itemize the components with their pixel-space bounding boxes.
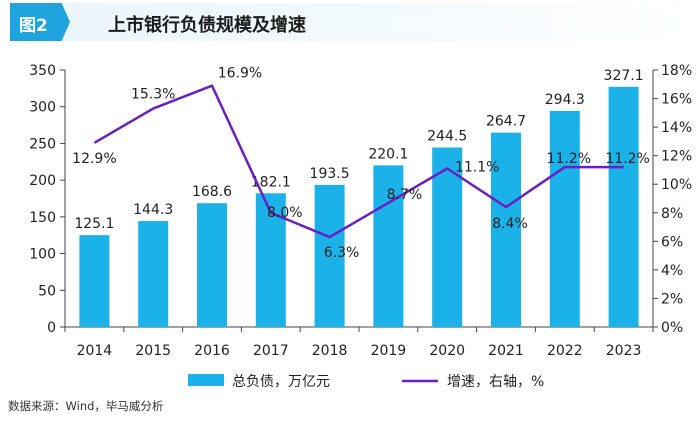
line-data-label: 8.0%	[267, 205, 303, 221]
line-data-label: 11.2%	[605, 151, 649, 167]
y-right-tick-label: 14%	[661, 120, 692, 136]
y-right-tick-label: 16%	[661, 92, 692, 108]
bar-data-label: 327.1	[604, 68, 644, 84]
bar	[79, 235, 110, 327]
y-right-tick-label: 0%	[661, 320, 683, 336]
y-left-tick-label: 350	[29, 63, 56, 79]
bar-data-label: 182.1	[251, 174, 291, 190]
x-tick-label: 2016	[194, 343, 230, 359]
line-data-label: 8.4%	[492, 216, 528, 232]
y-left-tick-label: 50	[38, 283, 56, 299]
bar-data-label: 244.5	[427, 128, 467, 144]
growth-line	[93, 84, 624, 239]
x-tick-label: 2014	[77, 343, 113, 359]
x-tick-label: 2023	[606, 343, 642, 359]
chart-title: 上市银行负债规模及增速	[108, 15, 306, 36]
figure-tag-label: 图2	[19, 16, 48, 36]
bar	[373, 165, 404, 327]
y-right-tick-label: 6%	[661, 234, 683, 250]
line-data-label: 8.7%	[387, 187, 423, 203]
x-tick-label: 2018	[312, 343, 348, 359]
line-data-label: 6.3%	[324, 245, 360, 261]
x-tick-label: 2019	[371, 343, 407, 359]
source-note: 数据来源：Wind，毕马威分析	[8, 399, 164, 413]
bar-data-label: 125.1	[74, 216, 114, 232]
x-tick-label: 2020	[429, 343, 465, 359]
legend-line-label: 增速，右轴，%	[447, 374, 544, 390]
x-tick-label: 2021	[488, 343, 524, 359]
y-right-tick-label: 18%	[661, 63, 692, 79]
y-right-tick-label: 8%	[661, 206, 683, 222]
y-left-tick-label: 100	[29, 247, 56, 263]
legend-bar-label: 总负债，万亿元	[232, 374, 330, 390]
y-left-tick-label: 0	[47, 320, 56, 336]
bar	[549, 110, 580, 327]
bar-data-label: 264.7	[486, 114, 526, 130]
legend-bar-swatch	[188, 374, 224, 386]
y-left-tick-label: 250	[29, 136, 56, 152]
bar	[314, 184, 345, 327]
y-left-tick-label: 200	[29, 173, 56, 189]
bar-data-label: 193.5	[310, 166, 350, 182]
line-data-label: 11.2%	[547, 151, 591, 167]
figure-tag: 图2	[10, 3, 70, 41]
x-tick-label: 2015	[135, 343, 171, 359]
bar	[138, 221, 169, 327]
figure-header: 图2 上市银行负债规模及增速	[10, 3, 690, 41]
bar-data-label: 168.6	[192, 184, 232, 200]
y-right-tick-label: 12%	[661, 149, 692, 165]
line-data-label: 15.3%	[131, 87, 175, 103]
bar-data-label: 294.3	[545, 92, 585, 108]
bar	[432, 147, 463, 327]
y-left-tick-label: 150	[29, 210, 56, 226]
bar	[608, 86, 639, 327]
y-right-tick-label: 4%	[661, 263, 683, 279]
bar-data-label: 144.3	[133, 202, 173, 218]
line-data-label: 11.1%	[455, 160, 499, 176]
bar	[491, 132, 521, 327]
bar	[197, 203, 227, 327]
y-right-tick-label: 2%	[661, 291, 683, 307]
line-data-label: 16.9%	[218, 66, 262, 82]
line-data-label: 12.9%	[72, 151, 116, 167]
header-band	[10, 3, 690, 41]
bar-data-label: 220.1	[368, 146, 408, 162]
x-tick-label: 2022	[547, 343, 583, 359]
y-left-tick-label: 300	[29, 100, 56, 116]
x-tick-label: 2017	[253, 343, 289, 359]
y-right-tick-label: 10%	[661, 177, 692, 193]
